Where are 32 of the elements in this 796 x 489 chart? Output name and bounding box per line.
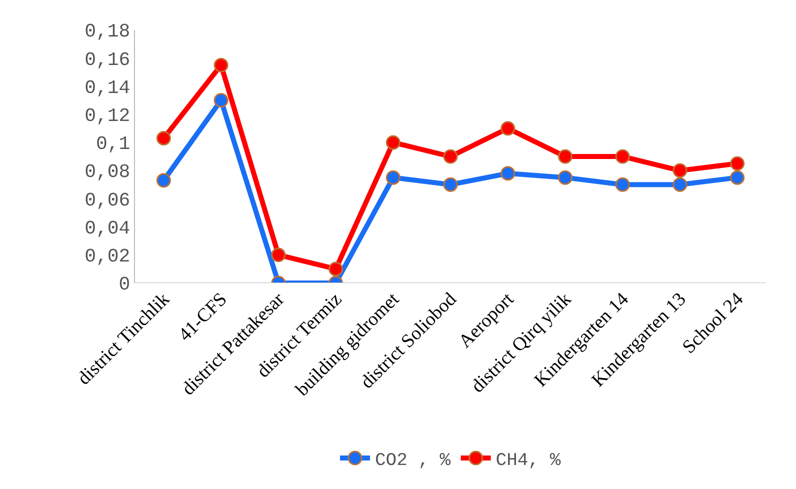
y-tick-label: 0,04 — [84, 217, 130, 240]
point — [672, 177, 688, 192]
y-tick-label: 0,14 — [84, 76, 130, 99]
y-tick-label: 0,1 — [96, 133, 130, 156]
y-tick-label: 0,12 — [84, 104, 130, 127]
point — [328, 262, 344, 276]
point — [558, 170, 572, 185]
y-tick-label: 0,06 — [84, 189, 130, 212]
point — [615, 177, 630, 192]
point — [386, 135, 400, 150]
point — [214, 58, 228, 72]
point — [443, 177, 458, 192]
point — [730, 170, 745, 185]
point — [214, 93, 228, 108]
point — [615, 149, 630, 164]
y-tick-label: 0,16 — [84, 48, 130, 71]
point — [500, 166, 516, 181]
y-tick-label: 0 — [118, 274, 130, 296]
point — [558, 149, 572, 164]
point — [730, 156, 745, 171]
legend-label: CO2 , % — [375, 451, 451, 472]
point — [443, 149, 458, 164]
point — [386, 170, 400, 185]
point — [271, 248, 286, 262]
point — [156, 130, 171, 146]
point — [500, 121, 516, 136]
y-tick-label: 0,18 — [84, 20, 130, 43]
point — [672, 163, 688, 178]
legend-label: CH4, % — [496, 451, 561, 472]
point — [156, 173, 171, 188]
y-tick-label: 0,02 — [84, 246, 130, 268]
y-tick-label: 0,08 — [84, 161, 130, 184]
